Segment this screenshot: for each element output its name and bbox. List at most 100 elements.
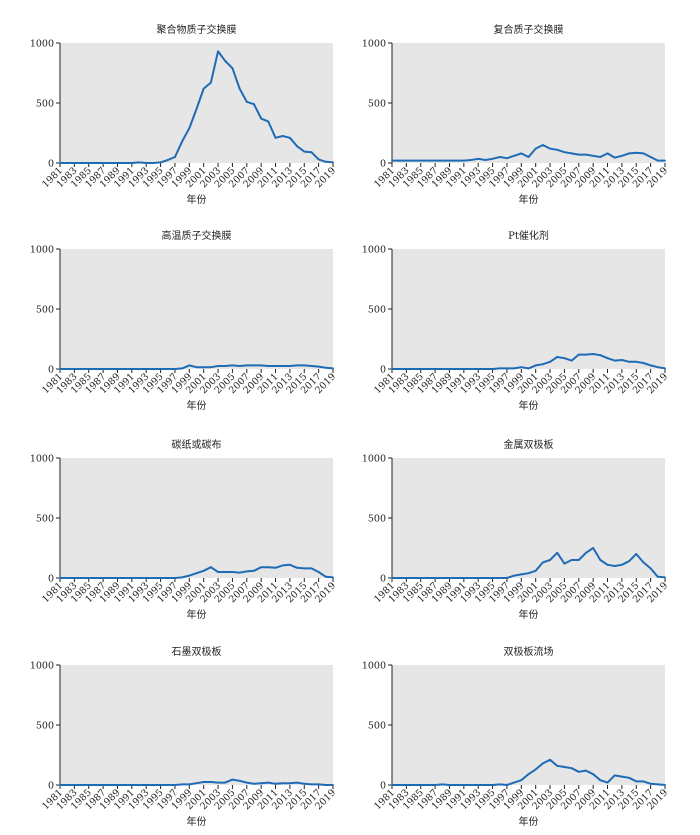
data-point bbox=[656, 366, 659, 369]
data-point bbox=[281, 135, 284, 137]
data-point bbox=[398, 784, 401, 786]
data-point bbox=[577, 770, 580, 773]
data-point bbox=[570, 359, 573, 362]
data-point bbox=[642, 561, 645, 564]
data-point bbox=[303, 150, 306, 153]
chart-panel-7: 石墨双极板 0 500 1000 1981 1983 1985 1987 1989 1991 199… bbox=[0, 622, 340, 828]
data-point bbox=[166, 784, 169, 786]
data-point bbox=[332, 576, 334, 579]
data-point bbox=[288, 365, 291, 367]
y-tick-label: 1000 bbox=[362, 454, 386, 465]
data-point bbox=[159, 784, 162, 786]
data-point bbox=[491, 577, 494, 579]
data-point bbox=[66, 162, 69, 164]
y-tick-label: 0 bbox=[380, 365, 386, 376]
data-point bbox=[484, 577, 487, 579]
data-point bbox=[391, 577, 393, 579]
data-point bbox=[73, 368, 76, 370]
data-point bbox=[87, 784, 90, 786]
data-point bbox=[613, 156, 616, 159]
data-point bbox=[296, 364, 298, 367]
data-point bbox=[541, 561, 544, 564]
x-axis-label: 年份 bbox=[187, 815, 207, 828]
data-point bbox=[317, 365, 320, 368]
data-point bbox=[253, 364, 255, 367]
data-point bbox=[585, 769, 587, 772]
data-point bbox=[152, 784, 155, 786]
x-axis-label: 年份 bbox=[187, 399, 207, 412]
data-point bbox=[245, 781, 248, 784]
data-point bbox=[405, 784, 408, 786]
data-point bbox=[324, 160, 327, 163]
data-point bbox=[391, 784, 393, 786]
data-point bbox=[209, 781, 212, 783]
data-point bbox=[520, 366, 523, 369]
data-point bbox=[73, 784, 76, 786]
data-point bbox=[448, 577, 451, 579]
data-point bbox=[570, 767, 573, 770]
data-point bbox=[455, 368, 458, 370]
data-point bbox=[80, 368, 83, 370]
data-point bbox=[310, 783, 313, 786]
plot-area bbox=[60, 665, 333, 785]
data-point bbox=[209, 566, 212, 569]
data-point bbox=[80, 162, 83, 164]
data-point bbox=[260, 566, 263, 569]
chart-svg: 碳纸或碳布05001000198119831985198719891991199… bbox=[30, 438, 338, 621]
data-point bbox=[102, 162, 105, 164]
data-point bbox=[267, 781, 270, 784]
data-point bbox=[87, 577, 90, 579]
y-tick-label: 1000 bbox=[30, 245, 54, 256]
data-point bbox=[296, 781, 298, 784]
data-point bbox=[87, 368, 90, 370]
data-point bbox=[462, 784, 465, 786]
chart-title: 复合质子交换膜 bbox=[494, 23, 564, 36]
data-point bbox=[541, 762, 544, 765]
data-point bbox=[324, 366, 327, 369]
y-tick-label: 0 bbox=[380, 781, 386, 792]
data-point bbox=[656, 783, 659, 786]
plot-area bbox=[392, 43, 665, 163]
data-point bbox=[470, 577, 472, 579]
data-point bbox=[635, 553, 638, 555]
data-point bbox=[80, 784, 83, 786]
data-point bbox=[130, 368, 133, 370]
y-tick-label: 0 bbox=[48, 159, 54, 170]
chart-title: 高温质子交换膜 bbox=[162, 229, 232, 242]
data-point bbox=[448, 784, 451, 786]
data-point bbox=[130, 784, 133, 786]
data-point bbox=[599, 779, 602, 782]
data-point bbox=[245, 570, 248, 573]
y-tick-label: 1000 bbox=[30, 39, 54, 50]
data-point bbox=[59, 577, 61, 579]
data-point bbox=[498, 577, 501, 579]
data-point bbox=[520, 779, 523, 782]
data-point bbox=[152, 368, 155, 370]
data-point bbox=[412, 784, 415, 786]
data-point bbox=[145, 368, 148, 370]
data-point bbox=[231, 571, 234, 573]
data-point bbox=[635, 360, 638, 363]
data-point bbox=[138, 577, 140, 579]
data-point bbox=[649, 567, 652, 570]
chart-panel-1: 聚合物质子交换膜 0 500 1000 1981 1983 1985 1987 1989 1991… bbox=[0, 0, 340, 206]
data-point bbox=[606, 563, 609, 566]
data-point bbox=[441, 783, 444, 786]
plot-area bbox=[60, 43, 333, 163]
data-point bbox=[491, 368, 494, 370]
data-point bbox=[66, 368, 69, 370]
data-point bbox=[188, 783, 191, 786]
data-point bbox=[520, 152, 523, 155]
plot-area bbox=[392, 249, 665, 369]
chart-svg: 石墨双极板05001000198119831985198719891991199… bbox=[30, 645, 338, 828]
data-point bbox=[462, 577, 465, 579]
y-tick-label: 500 bbox=[36, 721, 54, 732]
chart-title: 石墨双极板 bbox=[172, 645, 222, 658]
y-tick-label: 1000 bbox=[30, 454, 54, 465]
data-point bbox=[59, 162, 61, 164]
data-point bbox=[427, 159, 429, 162]
plot-area bbox=[392, 458, 665, 578]
data-point bbox=[628, 152, 630, 155]
data-point bbox=[527, 367, 530, 370]
data-point bbox=[195, 782, 198, 785]
